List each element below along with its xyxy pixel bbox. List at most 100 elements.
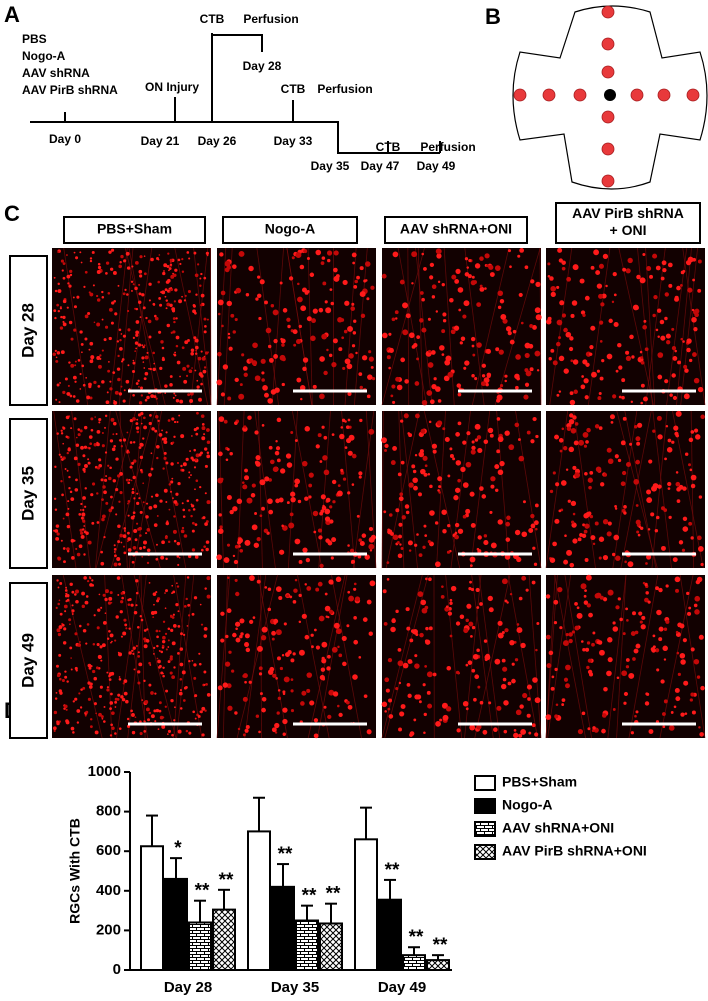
cell bbox=[532, 416, 537, 422]
cell bbox=[108, 476, 112, 481]
cell bbox=[234, 317, 238, 322]
cell bbox=[660, 545, 666, 551]
cell bbox=[645, 591, 649, 595]
cell bbox=[180, 529, 185, 534]
cell bbox=[497, 436, 504, 443]
timeline-label: CTB bbox=[281, 82, 306, 96]
cell bbox=[101, 290, 104, 294]
cell bbox=[516, 627, 523, 634]
axon-fiber bbox=[564, 574, 592, 739]
cell bbox=[502, 318, 508, 324]
cell bbox=[137, 413, 142, 417]
cell bbox=[116, 697, 120, 701]
cell bbox=[103, 490, 107, 495]
cell bbox=[255, 714, 260, 718]
cell bbox=[91, 250, 95, 254]
legend-swatch bbox=[474, 844, 496, 860]
cell bbox=[662, 645, 668, 651]
cell bbox=[100, 659, 103, 662]
axon-fiber bbox=[652, 410, 672, 569]
cell bbox=[676, 499, 681, 503]
cell bbox=[159, 499, 163, 503]
cell bbox=[548, 650, 554, 656]
cell bbox=[353, 639, 359, 645]
cell bbox=[82, 628, 87, 633]
cell bbox=[119, 338, 122, 342]
cell bbox=[190, 514, 193, 518]
cell bbox=[122, 682, 125, 685]
cell bbox=[170, 628, 174, 632]
cell bbox=[592, 542, 596, 546]
cell bbox=[552, 360, 558, 366]
cell bbox=[143, 272, 147, 276]
cell bbox=[153, 709, 157, 713]
cell bbox=[117, 474, 121, 478]
cell bbox=[550, 285, 557, 292]
cell bbox=[62, 262, 66, 266]
cell bbox=[620, 440, 626, 446]
cell bbox=[97, 384, 101, 388]
cell bbox=[594, 593, 600, 599]
cell bbox=[613, 534, 620, 541]
cell bbox=[238, 545, 241, 548]
cell bbox=[700, 414, 705, 420]
cell bbox=[607, 637, 613, 643]
cell bbox=[457, 421, 462, 426]
cell bbox=[181, 670, 186, 675]
cell bbox=[579, 278, 585, 284]
cell bbox=[663, 699, 668, 704]
cell bbox=[356, 514, 360, 518]
cell bbox=[477, 447, 483, 454]
cell bbox=[79, 372, 82, 376]
cell bbox=[286, 462, 293, 468]
cell bbox=[204, 587, 207, 590]
cell bbox=[296, 377, 302, 383]
axon-fiber bbox=[607, 574, 627, 739]
cell bbox=[139, 534, 142, 537]
bar bbox=[164, 877, 188, 971]
axon-fiber bbox=[385, 410, 420, 569]
timeline bbox=[30, 33, 441, 154]
cell bbox=[104, 478, 108, 482]
cell bbox=[144, 398, 148, 402]
cell bbox=[169, 490, 173, 493]
cell bbox=[79, 528, 83, 532]
cell bbox=[77, 359, 81, 362]
cell bbox=[168, 267, 172, 271]
cell bbox=[118, 676, 121, 678]
cell bbox=[80, 516, 84, 520]
cell bbox=[171, 309, 176, 313]
cell bbox=[476, 342, 482, 348]
cell bbox=[74, 666, 78, 670]
cell bbox=[675, 410, 682, 417]
cell bbox=[363, 279, 367, 283]
cell bbox=[398, 727, 403, 732]
cell bbox=[574, 625, 580, 631]
cell bbox=[245, 647, 251, 653]
cell bbox=[153, 395, 157, 399]
cell bbox=[497, 632, 504, 639]
cell bbox=[338, 712, 343, 717]
cell bbox=[217, 685, 223, 691]
cell bbox=[176, 582, 178, 585]
cell bbox=[488, 264, 494, 270]
cell bbox=[108, 674, 111, 678]
cell bbox=[271, 727, 277, 733]
cell bbox=[114, 700, 118, 704]
cell bbox=[594, 424, 600, 429]
cell bbox=[698, 495, 703, 499]
axon-fiber bbox=[545, 410, 569, 569]
cell bbox=[566, 276, 572, 282]
cell bbox=[565, 468, 569, 471]
cell bbox=[56, 720, 60, 724]
cell bbox=[366, 599, 372, 605]
cell bbox=[70, 538, 75, 543]
cell bbox=[406, 626, 411, 631]
cell bbox=[123, 529, 126, 532]
timeline-label: Day 49 bbox=[417, 159, 456, 173]
cell bbox=[281, 524, 284, 528]
cell bbox=[382, 589, 387, 594]
cell bbox=[80, 261, 83, 264]
cell bbox=[88, 435, 93, 439]
cell bbox=[587, 658, 592, 663]
